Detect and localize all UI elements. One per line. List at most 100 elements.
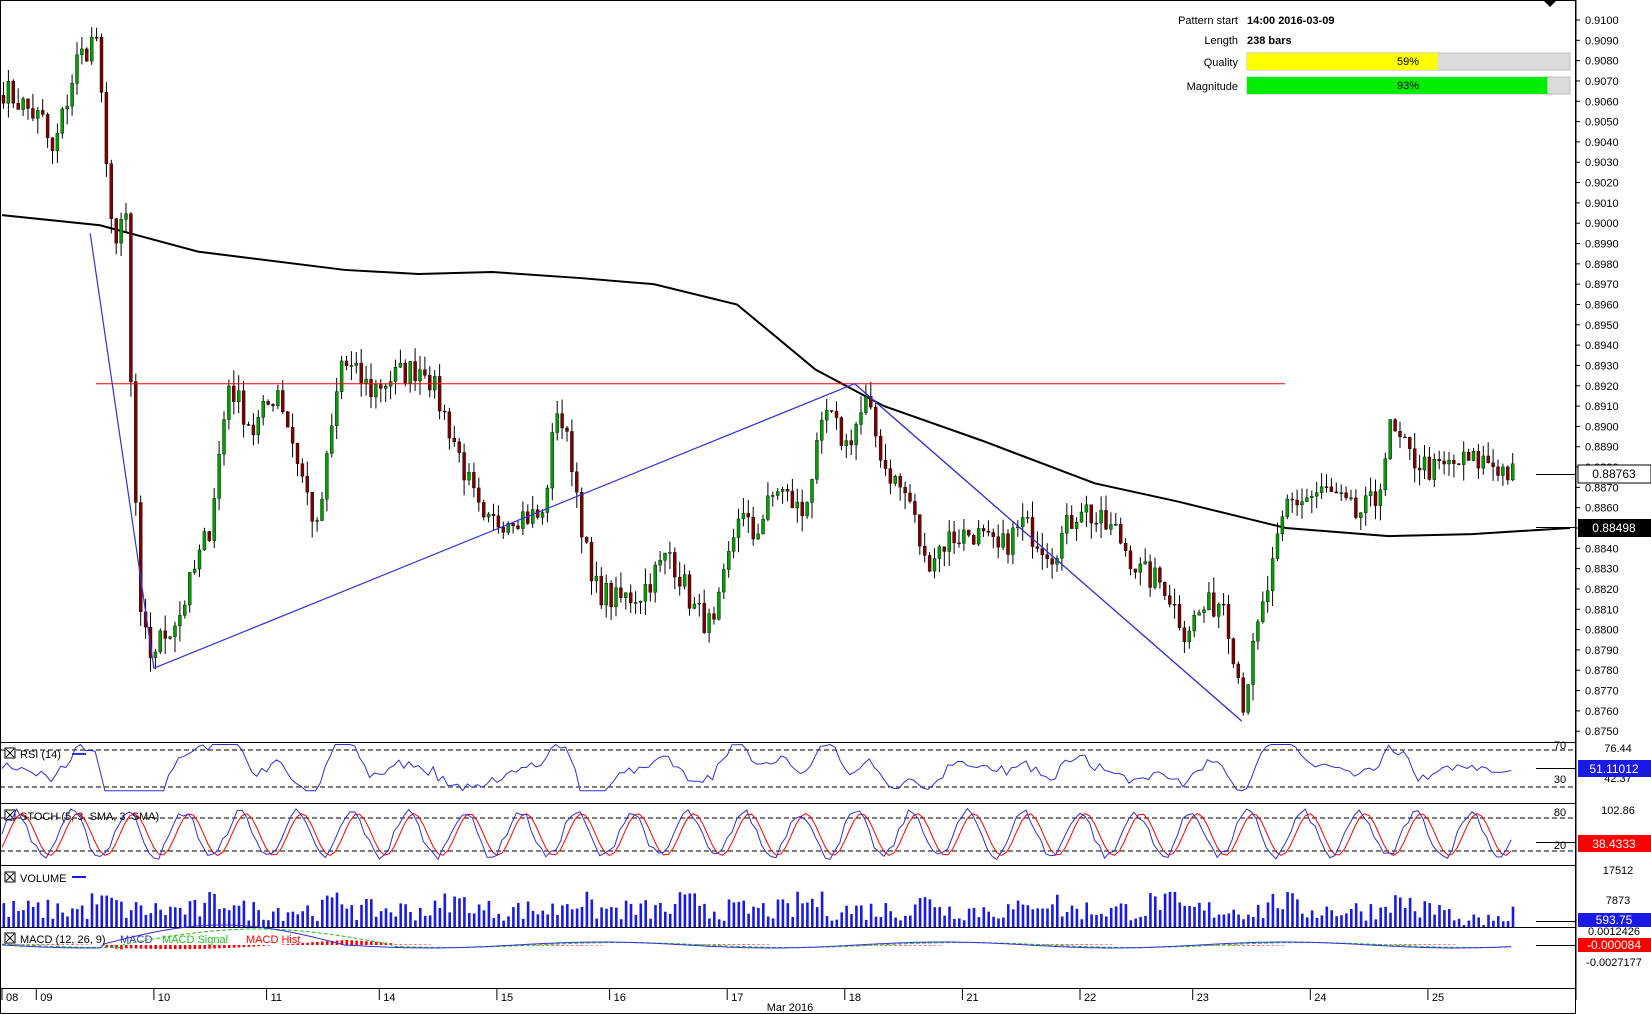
macd-hist-bar [913, 945, 917, 946]
candle-body [1403, 436, 1407, 439]
candle-body [1310, 495, 1314, 498]
chart-frame [0, 0, 1576, 1014]
volume-bar [1203, 910, 1206, 927]
time-tick-label: 16 [614, 992, 626, 1004]
candle-body [1422, 456, 1427, 471]
macd-hist-bar [561, 945, 564, 946]
price-tick-label: 0.8900 [1585, 421, 1619, 433]
volume-label: VOLUME [20, 873, 66, 885]
volume-bar [428, 915, 432, 927]
candle-body [825, 410, 829, 421]
macd-signal-line [1, 928, 1512, 948]
candle-body [1197, 612, 1201, 616]
candle-body [746, 513, 750, 518]
macd-hist-bar [1413, 944, 1417, 945]
candle-body [584, 536, 589, 543]
candle-body [839, 417, 844, 446]
volume-bar [1252, 916, 1255, 927]
candle-body [1305, 497, 1309, 502]
macd-hist-bar [262, 945, 265, 946]
candle-body [393, 367, 398, 382]
macd-hist-bar [360, 940, 363, 945]
volume-bar [1340, 915, 1343, 927]
volume-bar [208, 892, 211, 927]
price-tick-label: 0.8810 [1585, 604, 1619, 616]
volume-bar [115, 900, 118, 927]
candle-body [290, 427, 295, 444]
macd-hist-bar [56, 944, 59, 945]
stoch-level-20: 20 [1554, 840, 1566, 852]
candle-body [1442, 460, 1446, 465]
candle-body [187, 572, 192, 606]
volume-bar [409, 911, 412, 927]
candle-body [496, 515, 501, 528]
macd-hist-bar [1237, 945, 1240, 946]
macd-hist-bar [17, 944, 20, 945]
candle-body [1104, 510, 1108, 530]
macd-hist-bar [1095, 944, 1098, 945]
volume-bar [561, 905, 564, 927]
candle-body [565, 427, 569, 432]
volume-bar [786, 903, 790, 927]
candle-body [197, 549, 202, 570]
price-tick-label: 0.8780 [1585, 665, 1619, 677]
volume-bar [1438, 905, 1441, 927]
pattern-start-label: Pattern start [1178, 15, 1238, 27]
volume-bar [928, 899, 932, 927]
macd-hist-bar [536, 945, 540, 946]
volume-bar [732, 902, 736, 927]
volume-bar [590, 899, 594, 927]
volume-bar [1105, 916, 1108, 927]
collapse-arrow-icon[interactable] [1543, 0, 1557, 7]
volume-bar [370, 899, 373, 927]
candle-body [379, 384, 383, 389]
volume-bar [164, 915, 167, 927]
volume-bar [575, 908, 579, 927]
volume-bar [1511, 906, 1515, 927]
candle-body [1207, 592, 1211, 611]
macd-hist-bar [546, 945, 549, 946]
candle-body [1349, 497, 1353, 500]
candles [1, 27, 1515, 716]
volume-bar [159, 909, 162, 927]
stoch-pane: STOCH (5, 3, SMA, 3, SMA) 80 20 102.86 3… [0, 805, 1651, 861]
macd-bottom: -0.0027177 [1586, 957, 1642, 969]
rsi-level-70: 70 [1554, 740, 1566, 752]
macd-hist-bar [1271, 945, 1275, 946]
candle-body [697, 602, 701, 605]
candle-body [1354, 497, 1358, 518]
volume-bar [345, 908, 349, 927]
candle-body [1001, 533, 1005, 548]
candle-body [888, 468, 893, 484]
candle-body [604, 583, 608, 606]
candle-body [1378, 489, 1383, 506]
volume-bar [296, 914, 300, 927]
candle-body [452, 438, 456, 443]
macd-hist-bar [325, 941, 329, 945]
candle-body [589, 541, 594, 582]
volume-bar [66, 916, 69, 927]
candle-body [609, 583, 613, 607]
candle-body [354, 362, 358, 366]
volume-bar [281, 920, 285, 927]
volume-bar [1423, 901, 1427, 927]
macd-top: 0.0012426 [1588, 926, 1640, 938]
stoch-label: STOCH (5, 3, SMA, 3, SMA) [20, 811, 159, 823]
candle-body [638, 601, 643, 603]
candle-body [1486, 455, 1490, 464]
pattern-info-panel: Pattern start 14:00 2016-03-09 Length 23… [1178, 15, 1571, 95]
candle-body [256, 417, 260, 436]
macd-hist-bar [394, 944, 398, 945]
candle-body [1246, 684, 1250, 713]
candle-body [1256, 621, 1260, 642]
volume-bar [1399, 897, 1402, 927]
volume-bar [703, 903, 706, 927]
price-tick-label: 0.9020 [1585, 178, 1619, 190]
volume-bar [1389, 912, 1392, 927]
candle-body [692, 603, 697, 609]
volume-bar [1144, 915, 1147, 927]
candle-body [1084, 504, 1089, 513]
volume-bar [664, 911, 667, 927]
volume-bar [536, 914, 540, 927]
